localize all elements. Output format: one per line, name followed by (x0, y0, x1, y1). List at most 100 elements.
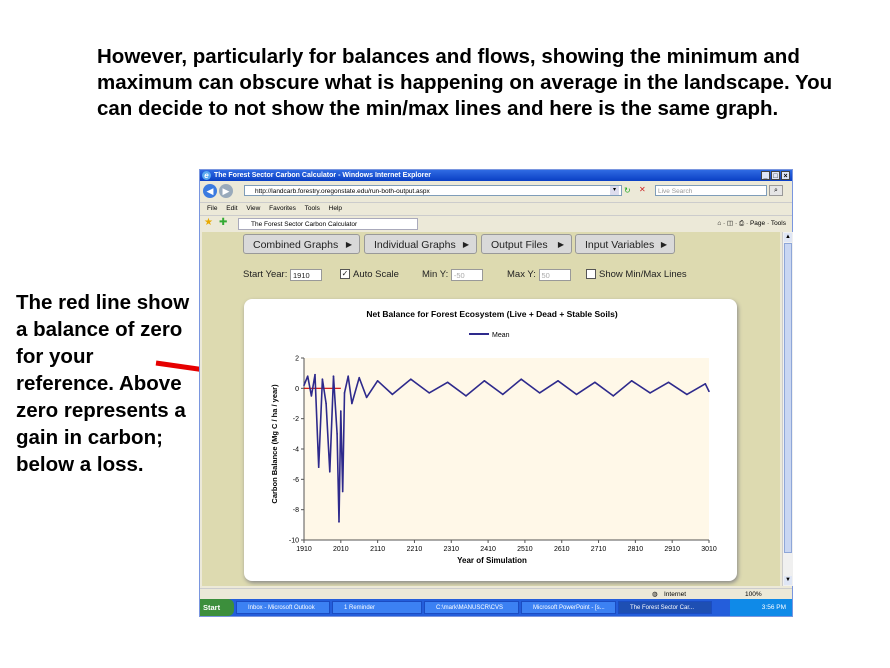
x-tick-label: 2510 (517, 546, 533, 553)
scroll-down-icon[interactable]: ▼ (784, 576, 792, 585)
menu-favorites[interactable]: Favorites (269, 205, 296, 212)
back-icon[interactable]: ◀ (203, 184, 217, 198)
y-tick-label: -10 (289, 538, 299, 545)
input-variables-button[interactable]: Input Variables ▶ (575, 234, 675, 254)
max-y-label: Max Y: (507, 269, 536, 280)
series-mean-point (310, 395, 313, 397)
address-bar: ◀ ▶ http://landcarb.forestry.oregonstate… (200, 182, 792, 200)
search-input[interactable]: Live Search (655, 185, 767, 196)
series-mean-point (332, 375, 335, 377)
x-tick-label: 1910 (296, 546, 312, 553)
chevron-right-icon: ▶ (345, 240, 352, 249)
zoom-level[interactable]: 100% (745, 591, 762, 598)
page-content: Combined Graphs ▶ Individual Graphs ▶ Outp… (202, 232, 780, 586)
start-button[interactable]: Start (200, 599, 234, 616)
minimize-icon[interactable]: _ (761, 171, 770, 180)
task-outlook[interactable]: Inbox - Microsoft Outlook (236, 601, 330, 614)
vertical-scrollbar[interactable]: ▲ ▼ (782, 232, 793, 586)
maximize-icon[interactable]: □ (771, 171, 780, 180)
series-mean-point (612, 395, 615, 397)
auto-scale-checkbox[interactable]: ✓ (340, 269, 350, 280)
print-icon[interactable]: ⎙ (738, 220, 745, 227)
series-mean-point (376, 379, 379, 382)
ie-logo-icon: e (202, 171, 211, 180)
feeds-icon[interactable]: ◫ (727, 220, 734, 227)
browser-tab[interactable]: The Forest Sector Carbon Calculator (238, 218, 418, 230)
y-axis-label: Carbon Balance (Mg C / ha / year) (270, 384, 279, 504)
series-mean-point (465, 395, 467, 397)
series-mean-point (704, 382, 707, 385)
search-icon[interactable]: ⌕ (769, 185, 783, 196)
series-mean-point (306, 375, 309, 377)
series-mean-point (483, 379, 486, 382)
net-balance-chart: Net Balance for Forest Ecosystem (Live +… (270, 309, 717, 565)
x-tick-label: 2010 (333, 546, 349, 553)
menu-edit[interactable]: Edit (226, 205, 238, 212)
y-tick-label: -4 (293, 447, 299, 454)
scroll-thumb[interactable] (784, 243, 792, 553)
system-tray: 3:56 PM (730, 599, 792, 616)
legend-label: Mean (492, 332, 510, 339)
show-minmax-checkbox[interactable] (586, 269, 596, 280)
task-browser[interactable]: The Forest Sector Car... (618, 601, 712, 614)
series-mean-point (630, 379, 633, 382)
favorites-star-icon[interactable]: ★ (204, 217, 213, 228)
series-mean-point (317, 466, 320, 468)
individual-graphs-button[interactable]: Individual Graphs ▶ (364, 234, 477, 254)
slide-heading: However, particularly for balances and f… (97, 45, 833, 120)
add-favorite-icon[interactable]: ✚ (219, 217, 228, 228)
series-mean-point (343, 392, 346, 394)
combined-graphs-button[interactable]: Combined Graphs ▶ (243, 234, 360, 254)
x-tick-label: 2110 (370, 546, 385, 553)
menu-view[interactable]: View (246, 205, 261, 212)
menu-file[interactable]: File (207, 205, 218, 212)
url-dropdown-icon[interactable]: ▾ (610, 186, 619, 195)
series-mean-point (557, 379, 559, 382)
status-bar: ◍ Internet 100% (200, 588, 792, 600)
start-year-input[interactable]: 1910 (290, 269, 323, 281)
min-y-control: Min Y: -50 (422, 269, 483, 281)
output-files-button[interactable]: Output Files ▶ (481, 234, 572, 254)
refresh-icon[interactable]: ↻ (624, 186, 631, 195)
max-y-input[interactable]: 50 (538, 269, 571, 281)
home-icon[interactable]: ⌂ (717, 220, 722, 227)
start-year-control: Start Year: 1910 (243, 269, 323, 281)
tools-menu[interactable]: Tools (770, 220, 786, 227)
series-mean-point (446, 381, 449, 384)
individual-graphs-label: Individual Graphs (374, 239, 456, 251)
task-reminder[interactable]: 1 Reminder (332, 601, 422, 614)
scroll-up-icon[interactable]: ▲ (784, 233, 792, 242)
menu-help[interactable]: Help (328, 205, 343, 212)
slide-side-note: The red line show a balance of zero for … (16, 291, 190, 476)
combined-graphs-label: Combined Graphs (253, 239, 339, 251)
show-minmax-control: Show Min/Max Lines (586, 269, 687, 281)
menu-tools[interactable]: Tools (304, 205, 320, 212)
show-minmax-label: Show Min/Max Lines (599, 269, 687, 280)
series-mean-point (594, 381, 596, 384)
series-mean-point (347, 375, 349, 377)
task-explorer-folder[interactable]: C:\mark\MANUSCR\CVS (424, 601, 519, 614)
forward-icon[interactable]: ▶ (219, 184, 233, 198)
x-tick-label: 2610 (554, 546, 570, 553)
chart-panel: Net Balance for Forest Ecosystem (Live +… (244, 299, 737, 581)
x-axis-label: Year of Simulation (457, 556, 527, 565)
page-menu[interactable]: Page (749, 220, 766, 227)
url-field[interactable]: http://landcarb.forestry.oregonstate.edu… (244, 185, 622, 196)
status-zone: Internet (664, 591, 687, 598)
series-mean-point (686, 393, 688, 396)
plot-background (304, 358, 709, 540)
y-tick-label: -8 (293, 507, 299, 514)
y-tick-label: 2 (295, 356, 299, 363)
auto-scale-control: ✓ Auto Scale (340, 269, 399, 281)
stop-icon[interactable]: ✕ (639, 185, 646, 194)
auto-scale-label: Auto Scale (353, 269, 399, 280)
min-y-input[interactable]: -50 (450, 269, 483, 281)
close-icon[interactable]: × (781, 171, 790, 180)
chevron-right-icon: ▶ (557, 240, 564, 249)
y-tick-label: -6 (293, 477, 299, 484)
chart-title: Net Balance for Forest Ecosystem (Live +… (366, 309, 617, 319)
browser-title: The Forest Sector Carbon Calculator - Wi… (214, 172, 431, 179)
series-mean-point (358, 376, 361, 379)
chevron-right-icon: ▶ (462, 240, 469, 249)
task-powerpoint[interactable]: Microsoft PowerPoint - [s... (521, 601, 616, 614)
